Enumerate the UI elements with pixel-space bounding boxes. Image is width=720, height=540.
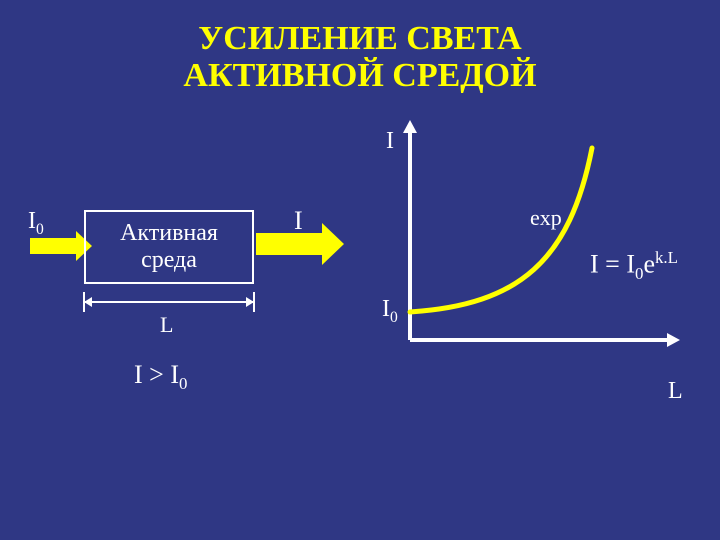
label-exp: exp [530,205,562,231]
axis-label-L: L [668,378,683,405]
slide: УСИЛЕНИЕ СВЕТА АКТИВНОЙ СРЕДОЙ I0 Активн… [0,0,720,540]
axis-label-I: I [386,128,394,155]
label-I0-tick: I0 [382,296,398,327]
label-equation: I = I0ek.L [590,248,678,284]
